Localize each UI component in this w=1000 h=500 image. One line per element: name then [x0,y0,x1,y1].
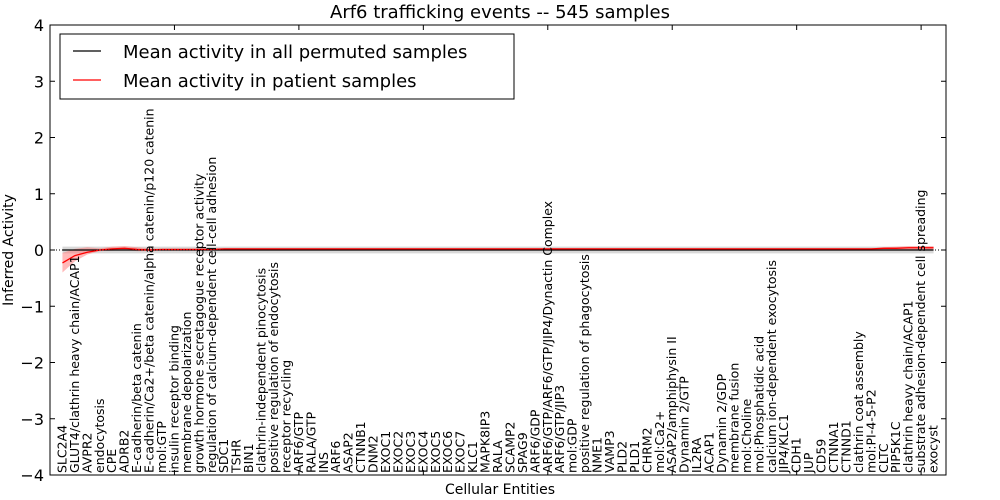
x-tick-label: PIP5K1C [888,421,903,473]
x-tick-label: mol:GDP [565,418,580,473]
x-tick-label: clathrin coat assembly [851,331,866,473]
x-tick-label: EXOC2 [390,431,405,473]
x-tick-label: EXOC6 [440,431,455,473]
x-tick-label: mol:Choline [739,398,754,473]
x-tick-label: mol:GTP [154,421,169,473]
x-tick-label: EXOC1 [378,431,393,473]
x-tick-label: Dynamin 2/GDP [714,373,729,473]
x-tick-label: clathrin heavy chain/ACAP1 [901,300,916,473]
y-tick-label: 3 [34,72,44,91]
x-tick-label: EXOC3 [403,431,418,473]
x-tick-label: INS [316,452,331,473]
x-tick-label: E-cadherin/Ca2+/beta catenin/alpha caten… [142,108,157,473]
legend-box [59,33,515,100]
y-tick-label: −3 [20,410,44,429]
x-tick-label: SPAG9 [515,432,530,473]
x-tick-label: positive regulation of endocytosis [266,262,281,473]
x-tick-label: ASAP2/amphiphysin II [664,336,679,473]
x-tick-label: E-cadherin/beta catenin [129,323,144,473]
x-tick-label: ACAP1 [702,432,717,473]
x-tick-label: SDC1 [216,439,231,473]
y-tick-label: −2 [20,354,44,373]
y-tick-label: 1 [34,185,44,204]
x-tick-label: membrane depolarization [179,312,194,473]
x-tick-label: mol:Phosphatidic acid [751,336,766,473]
legend-label-permuted: Mean activity in all permuted samples [123,42,467,63]
x-tick-label: CDH1 [789,437,804,473]
x-tick-label: exocyst [926,425,941,473]
plot-frame [49,24,947,476]
x-tick-label: SLC2A4 [54,425,69,473]
x-tick-label: EXOC4 [415,431,430,473]
x-tick-label: MAPK8IP3 [478,411,493,473]
x-tick-label: CTNNB1 [353,421,368,473]
x-tick-label: substrate adhesion-dependent cell spread… [913,190,928,473]
x-tick-label: ASAP2 [341,432,356,473]
x-tick-label: CTNND1 [838,420,853,473]
x-tick-label: ARF6/GDP [527,409,542,473]
x-tick-label: endocytosis [92,398,107,473]
y-tick-label: −1 [20,297,44,316]
x-tick-label: VAMP3 [602,430,617,473]
patient-line [62,247,934,264]
x-tick-label: ARF6 [328,441,343,473]
x-tick-label: RALA/GTP [303,411,318,473]
x-tick-label: SCAMP2 [502,422,517,474]
x-tick-label: RALA [490,440,505,473]
x-tick-label: EXOC5 [428,431,443,473]
x-tick-label: PLD2 [614,441,629,473]
x-tick-label: clathrin-independent pinocytosis [254,268,269,473]
y-tick-label: 0 [34,241,44,260]
x-tick-label: CLTC [876,443,891,473]
x-tick-label: CPE [104,449,119,473]
x-tick-label: JIP4/KLC1 [776,414,791,474]
x-tick-label: ARF6/GTP [291,412,306,473]
x-tick-label: TSHR [229,439,244,474]
x-tick-label: insulin receptor binding [166,325,181,473]
chart-title: Arf6 trafficking events -- 545 samples [330,2,670,23]
x-tick-label: regulation of calcium-dependent cell-cel… [204,157,219,473]
x-tick-label: KLC1 [465,441,480,473]
legend: Mean activity in all permuted samples Me… [59,33,515,100]
x-tick-label: CTNNA1 [826,421,841,473]
legend-label-patient: Mean activity in patient samples [123,71,417,92]
x-tick-label: calcium ion-dependent exocytosis [764,260,779,473]
x-tick-label: positive regulation of phagocytosis [577,254,592,473]
y-tick-label: 2 [34,129,44,148]
y-tick-label: −4 [20,466,44,485]
x-tick-label: AVPR2 [79,433,94,473]
x-tick-label: IL2RA [689,437,704,473]
x-tick-label: PLD1 [627,441,642,473]
y-tick-label: 4 [34,16,44,35]
x-tick-label: EXOC7 [453,431,468,473]
x-tick-label: CD59 [814,439,829,473]
x-tick-label: receptor recycling [278,360,293,473]
x-tick-label: BIN1 [241,443,256,473]
x-tick-label: Dynamin 2/GTP [677,376,692,473]
x-tick-label: membrane fusion [726,363,741,473]
x-tick-label: ARF6/GTP/JIP3 [552,385,567,473]
x-tick-label: ARF6/GTP/ARF6/GTP/JIP4/Dynactin Complex [540,201,555,473]
x-tick-label: NME1 [590,437,605,473]
y-axis-label: Inferred Activity [1,194,17,306]
x-tick-label: JUP [801,452,816,474]
x-tick-label: GLUT4/clathrin heavy chain/ACAP1 [67,255,82,473]
x-tick-label: mol:PI-4-5-P2 [863,389,878,473]
x-tick-label: DNM2 [366,435,381,473]
x-tick-label: growth hormone secretagogue receptor act… [191,173,206,473]
x-tick-label: ADRB2 [117,430,132,473]
x-tick-label: CHRM2 [639,427,654,473]
x-tick-label: mol:Ca2+ [652,411,667,473]
x-axis-label: Cellular Entities [445,482,555,498]
